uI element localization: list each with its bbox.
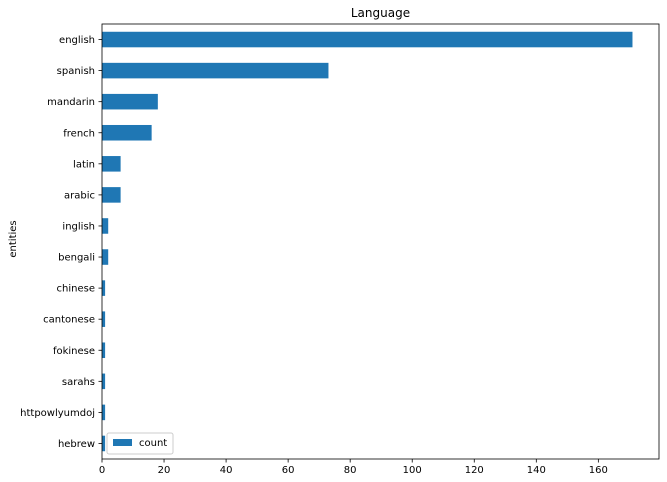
y-tick-label: arabic: [64, 190, 95, 201]
x-tick-label: 120: [465, 465, 484, 476]
legend-label: count: [139, 438, 167, 449]
legend-swatch: [113, 439, 132, 446]
x-tick-label: 80: [344, 465, 357, 476]
bar-inglish: [102, 218, 109, 234]
y-tick-label: spanish: [57, 66, 95, 77]
y-tick-label: latin: [73, 159, 95, 170]
bar-english: [102, 31, 633, 48]
bar-mandarin: [102, 93, 158, 110]
bars-group: [102, 31, 633, 452]
y-tick-label: bengali: [58, 253, 95, 264]
bar-hebrew: [102, 435, 106, 452]
y-tick-label: chinese: [57, 284, 95, 295]
bar-chinese: [102, 280, 106, 296]
x-tick-label: 20: [158, 465, 171, 476]
y-tick-label: french: [63, 128, 95, 139]
bar-fokinese: [102, 342, 106, 359]
bar-french: [102, 124, 152, 141]
x-tick-label: 140: [527, 465, 546, 476]
chart-title: Language: [351, 6, 410, 20]
x-tick-label: 160: [589, 465, 608, 476]
y-tick-label: fokinese: [53, 346, 95, 357]
y-tick-label: english: [59, 35, 95, 46]
y-axis-label: entities: [8, 220, 19, 257]
bar-sarahs: [102, 373, 106, 390]
legend: count: [106, 432, 174, 455]
x-axis-ticks: 0 20 40 60 80 100 120 140 160: [99, 459, 608, 476]
x-tick-label: 40: [220, 465, 233, 476]
y-tick-label: hebrew: [58, 439, 95, 450]
y-axis-ticks: english spanish mandarin french latin arabic i…: [20, 35, 102, 450]
bar-httpowlyumdoj: [102, 404, 106, 421]
bar-arabic: [102, 187, 121, 203]
legend-box: [106, 432, 174, 455]
x-tick-label: 100: [403, 465, 422, 476]
bar-bengali: [102, 249, 109, 265]
x-tick-label: 0: [99, 465, 105, 476]
x-tick-label: 60: [282, 465, 295, 476]
bar-spanish: [102, 62, 329, 79]
bar-cantonese: [102, 311, 106, 327]
bar-latin: [102, 156, 121, 172]
y-tick-label: mandarin: [47, 97, 95, 108]
y-tick-label: inglish: [62, 221, 95, 232]
y-tick-label: httpowlyumdoj: [20, 408, 95, 419]
y-tick-label: sarahs: [62, 377, 95, 388]
y-tick-label: cantonese: [43, 315, 95, 326]
plot-frame: [101, 23, 660, 460]
